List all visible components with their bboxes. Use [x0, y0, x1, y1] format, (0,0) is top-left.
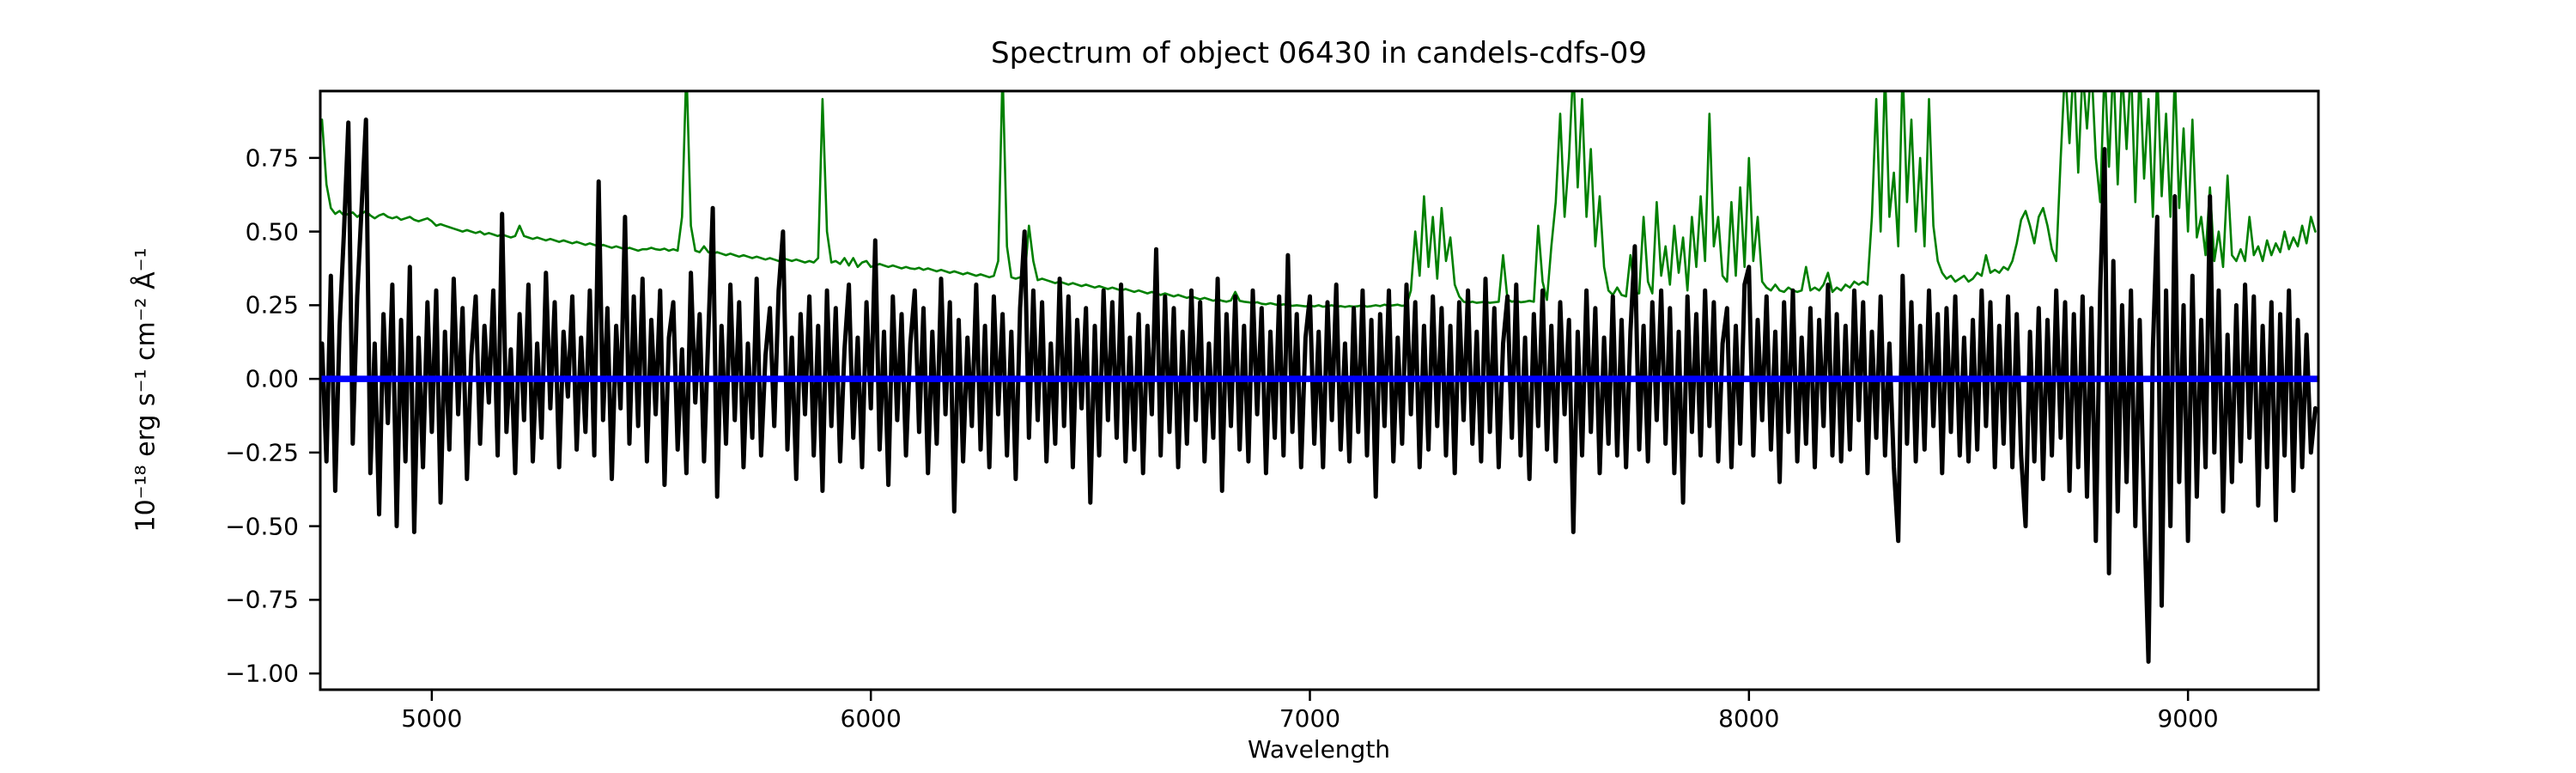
y-tick-label: 0.75: [245, 143, 299, 173]
y-tick-label: −0.25: [225, 438, 299, 467]
x-tick-label: 9000: [2157, 704, 2219, 733]
x-tick-label: 6000: [840, 704, 902, 733]
y-tick-label: 0.25: [245, 290, 299, 320]
flux-spectrum-line: [320, 117, 2318, 664]
y-tick-label: −0.75: [225, 585, 299, 614]
sky-spectrum-line: [320, 91, 2317, 308]
x-tick-label: 5000: [401, 704, 463, 733]
plot-border: [319, 89, 2320, 691]
y-tick-label: 0.50: [245, 217, 299, 247]
x-tick-label: 8000: [1718, 704, 1780, 733]
plot-title: Spectrum of object 06430 in candels-cdfs…: [991, 36, 1647, 70]
x-tick-label: 7000: [1279, 704, 1341, 733]
x-axis-label: Wavelength: [1247, 735, 1391, 764]
y-tick-label: 0.00: [245, 364, 299, 393]
y-tick-label: −1.00: [225, 659, 299, 688]
y-tick-label: −0.50: [225, 512, 299, 541]
